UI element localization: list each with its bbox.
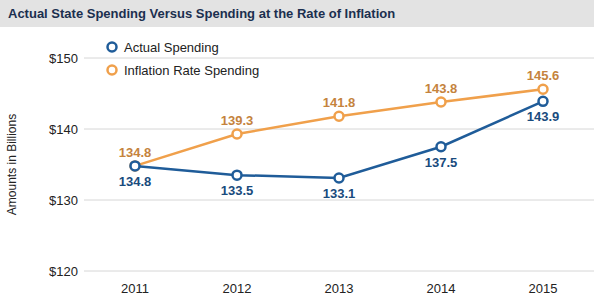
chart-svg: Actual State Spending Versus Spending at… xyxy=(0,0,594,300)
point-marker xyxy=(335,112,344,121)
legend-label: Inflation Rate Spending xyxy=(124,63,259,78)
point-marker xyxy=(335,173,344,182)
data-label: 143.9 xyxy=(527,109,560,124)
grid-line xyxy=(84,271,594,272)
series-line xyxy=(135,101,543,178)
grid-line xyxy=(84,58,594,59)
x-tick-label: 2011 xyxy=(121,281,149,296)
title-bar xyxy=(0,0,594,27)
plot-area xyxy=(131,85,548,183)
chart-container: Actual State Spending Versus Spending at… xyxy=(0,0,594,300)
legend-marker xyxy=(108,43,117,52)
x-tick-label: 2013 xyxy=(325,281,354,296)
point-marker xyxy=(437,98,446,107)
data-label: 137.5 xyxy=(425,155,458,170)
legend-marker xyxy=(108,66,117,75)
y-axis-label: Amounts in Billions xyxy=(5,114,19,215)
data-labels: 134.8 139.3 141.8 143.8 145.6 134.8 133.5 133.1… xyxy=(119,68,560,201)
point-marker xyxy=(131,161,140,170)
point-marker xyxy=(539,97,548,106)
data-label: 139.3 xyxy=(221,113,254,128)
legend-label: Actual Spending xyxy=(124,40,219,55)
point-marker xyxy=(233,129,242,138)
point-marker xyxy=(437,142,446,151)
data-label: 145.6 xyxy=(527,68,560,83)
y-tick-label: $120 xyxy=(49,264,78,279)
title: Actual State Spending Versus Spending at… xyxy=(8,6,395,21)
legend: Actual Spending Inflation Rate Spending xyxy=(108,40,260,78)
x-tick-label: 2015 xyxy=(529,281,558,296)
data-label: 143.8 xyxy=(425,81,458,96)
data-label: 141.8 xyxy=(323,95,356,110)
x-tick-label: 2014 xyxy=(427,281,456,296)
data-label: 134.8 xyxy=(119,145,152,160)
y-tick-label: $130 xyxy=(49,193,78,208)
point-marker xyxy=(131,161,140,170)
y-tick-label: $140 xyxy=(49,122,78,137)
point-marker xyxy=(233,171,242,180)
y-tick-label: $150 xyxy=(49,51,78,66)
data-label: 133.1 xyxy=(323,186,356,201)
data-label: 134.8 xyxy=(119,174,152,189)
grid-line xyxy=(84,129,594,130)
point-marker xyxy=(539,85,548,94)
x-tick-label: 2012 xyxy=(223,281,252,296)
data-label: 133.5 xyxy=(221,183,254,198)
